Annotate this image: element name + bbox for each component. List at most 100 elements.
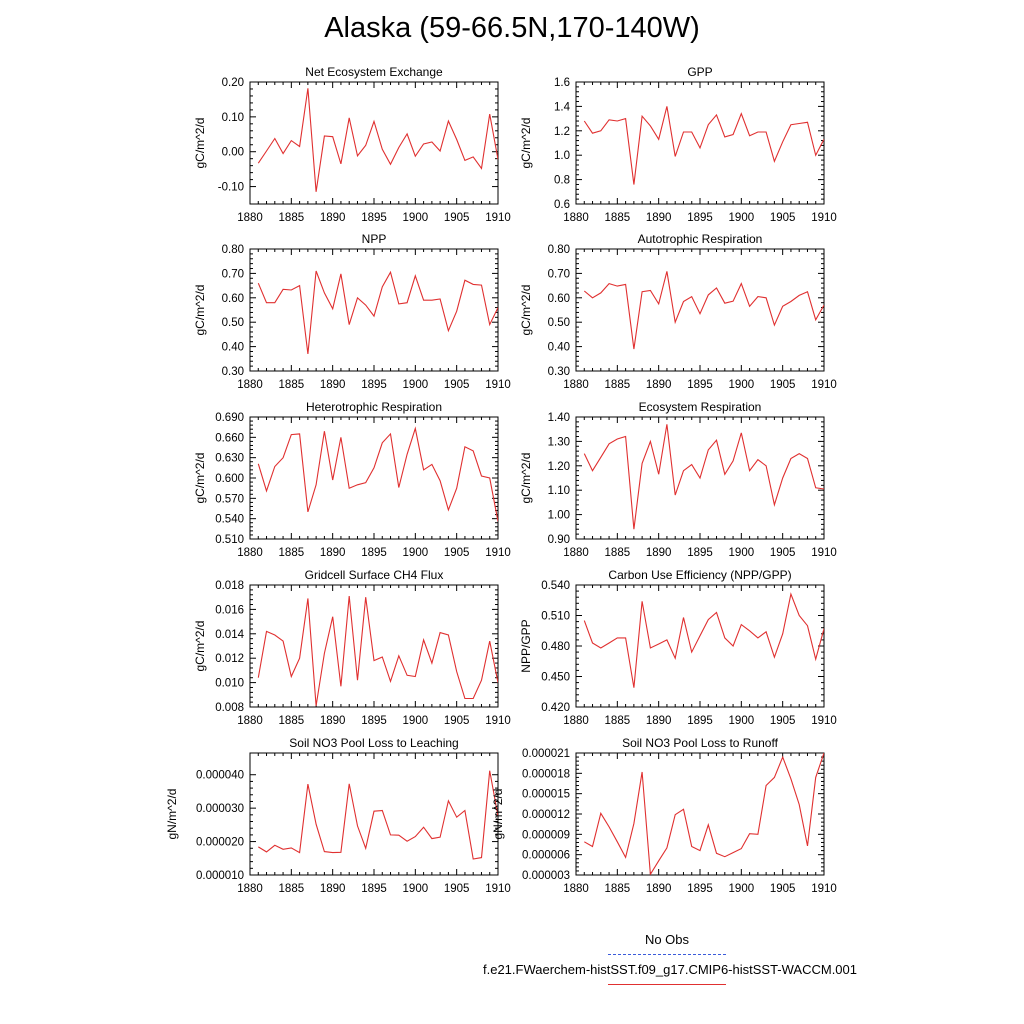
x-tick-label: 1910 <box>485 212 511 224</box>
x-tick-label: 1895 <box>687 212 713 224</box>
panel-2: GPP 1880 1885 1890 1895 1900 1905 1910 0.6 0.8 1.0… <box>519 65 837 224</box>
series-line <box>257 270 498 354</box>
panel-title: Heterotrophic Respiration <box>306 400 442 414</box>
y-tick-label: 0.000010 <box>196 870 244 882</box>
x-tick-label: 1885 <box>279 379 305 391</box>
series-line <box>257 88 498 192</box>
x-tick-label: 1905 <box>444 715 470 727</box>
x-tick-label: 1895 <box>361 883 387 895</box>
x-tick-label: 1895 <box>361 547 387 559</box>
x-tick-label: 1885 <box>279 883 305 895</box>
panel-title: NPP <box>362 232 387 246</box>
y-tick-label: 1.0 <box>554 150 570 162</box>
legend-obs-line <box>608 954 726 955</box>
panel-10: Soil NO3 Pool Loss to Runoff 1880 1885 1890… <box>491 736 837 895</box>
x-tick-label: 1900 <box>403 212 429 224</box>
y-axis-label: gC/m^2/d <box>519 118 533 169</box>
series-line <box>583 271 824 350</box>
y-tick-label: 0.10 <box>222 112 244 124</box>
y-tick-label: 0.80 <box>548 244 570 256</box>
x-tick-label: 1910 <box>811 212 837 224</box>
series-line <box>583 106 824 185</box>
y-tick-label: 0.600 <box>215 473 244 485</box>
x-tick-label: 1905 <box>770 547 796 559</box>
y-tick-label: 0.510 <box>215 534 244 546</box>
panel-title: Soil NO3 Pool Loss to Runoff <box>622 736 779 750</box>
y-tick-label: 0.90 <box>548 534 570 546</box>
y-tick-label: 0.6 <box>554 199 570 211</box>
y-tick-label: -0.10 <box>218 182 244 194</box>
y-tick-label: 0.50 <box>222 317 244 329</box>
y-tick-label: 0.60 <box>548 293 570 305</box>
panel-title: Soil NO3 Pool Loss to Leaching <box>289 736 458 750</box>
y-tick-label: 0.000012 <box>522 809 570 821</box>
x-tick-label: 1905 <box>444 379 470 391</box>
legend-obs-label: No Obs <box>644 932 690 947</box>
y-tick-label: 0.540 <box>541 580 570 592</box>
panel-6: Ecosystem Respiration 1880 1885 1890 1895 190… <box>519 400 837 559</box>
y-axis-label: NPP/GPP <box>519 619 533 672</box>
x-tick-label: 1910 <box>811 379 837 391</box>
y-tick-label: 0.630 <box>215 453 244 465</box>
x-tick-label: 1880 <box>563 379 589 391</box>
x-tick-label: 1880 <box>237 547 263 559</box>
x-tick-label: 1880 <box>563 715 589 727</box>
x-tick-label: 1900 <box>729 379 755 391</box>
y-tick-label: 0.70 <box>222 268 244 280</box>
y-tick-label: 0.000006 <box>522 850 570 862</box>
y-tick-label: 0.20 <box>222 77 244 89</box>
x-tick-label: 1890 <box>646 715 672 727</box>
y-tick-label: 1.30 <box>548 436 570 448</box>
series-line <box>258 770 498 860</box>
y-axis-label: gN/m^2/d <box>165 789 179 840</box>
y-axis-label: gN/m^2/d <box>491 789 505 840</box>
x-tick-label: 1905 <box>770 715 796 727</box>
x-tick-label: 1900 <box>403 715 429 727</box>
x-tick-label: 1910 <box>811 547 837 559</box>
panel-5: Heterotrophic Respiration 1880 1885 1890 189… <box>193 400 511 559</box>
y-axis-label: gC/m^2/d <box>519 285 533 336</box>
plot-frame <box>575 752 825 876</box>
x-tick-label: 1880 <box>237 715 263 727</box>
x-tick-label: 1885 <box>279 212 305 224</box>
x-tick-label: 1890 <box>646 212 672 224</box>
series-line <box>583 592 824 688</box>
x-tick-label: 1895 <box>361 715 387 727</box>
y-tick-label: 0.660 <box>215 432 244 444</box>
y-tick-label: 0.012 <box>215 653 244 665</box>
x-tick-label: 1900 <box>729 212 755 224</box>
y-tick-label: 0.60 <box>222 293 244 305</box>
x-tick-label: 1880 <box>563 212 589 224</box>
x-tick-label: 1885 <box>605 715 631 727</box>
x-tick-label: 1890 <box>320 547 346 559</box>
y-tick-label: 0.420 <box>541 702 570 714</box>
panel-3: NPP 1880 1885 1890 1895 1900 1905 1910 0.30 0.40 0… <box>193 232 511 391</box>
x-tick-label: 1880 <box>563 883 589 895</box>
y-tick-label: 0.000020 <box>196 837 244 849</box>
plot-frame <box>575 81 825 205</box>
x-tick-label: 1885 <box>279 547 305 559</box>
x-tick-label: 1900 <box>729 883 755 895</box>
legend-model-label: f.e21.FWaerchem-histSST.f09_g17.CMIP6-hi… <box>483 962 857 977</box>
y-tick-label: 0.010 <box>215 678 244 690</box>
x-tick-label: 1905 <box>770 379 796 391</box>
y-tick-label: 0.30 <box>548 366 570 378</box>
y-tick-label: 0.000009 <box>522 829 570 841</box>
y-tick-label: 0.000018 <box>522 768 570 780</box>
plot-frame <box>249 81 499 205</box>
x-tick-label: 1905 <box>444 883 470 895</box>
x-tick-label: 1910 <box>485 379 511 391</box>
x-tick-label: 1895 <box>687 379 713 391</box>
y-tick-label: 0.008 <box>215 702 244 714</box>
y-tick-label: 1.00 <box>548 510 570 522</box>
panel-title: Carbon Use Efficiency (NPP/GPP) <box>608 568 791 582</box>
y-tick-label: 0.30 <box>222 366 244 378</box>
panel-title: Net Ecosystem Exchange <box>305 65 443 79</box>
y-tick-label: 0.00 <box>222 147 244 159</box>
figure-title: Alaska (59-66.5N,170-140W) <box>324 12 700 44</box>
y-tick-label: 0.018 <box>215 580 244 592</box>
x-tick-label: 1905 <box>444 212 470 224</box>
x-tick-label: 1880 <box>563 547 589 559</box>
panel-1: Net Ecosystem Exchange 1880 1885 1890 1895 19… <box>193 65 511 224</box>
panel-title: Gridcell Surface CH4 Flux <box>305 568 444 582</box>
